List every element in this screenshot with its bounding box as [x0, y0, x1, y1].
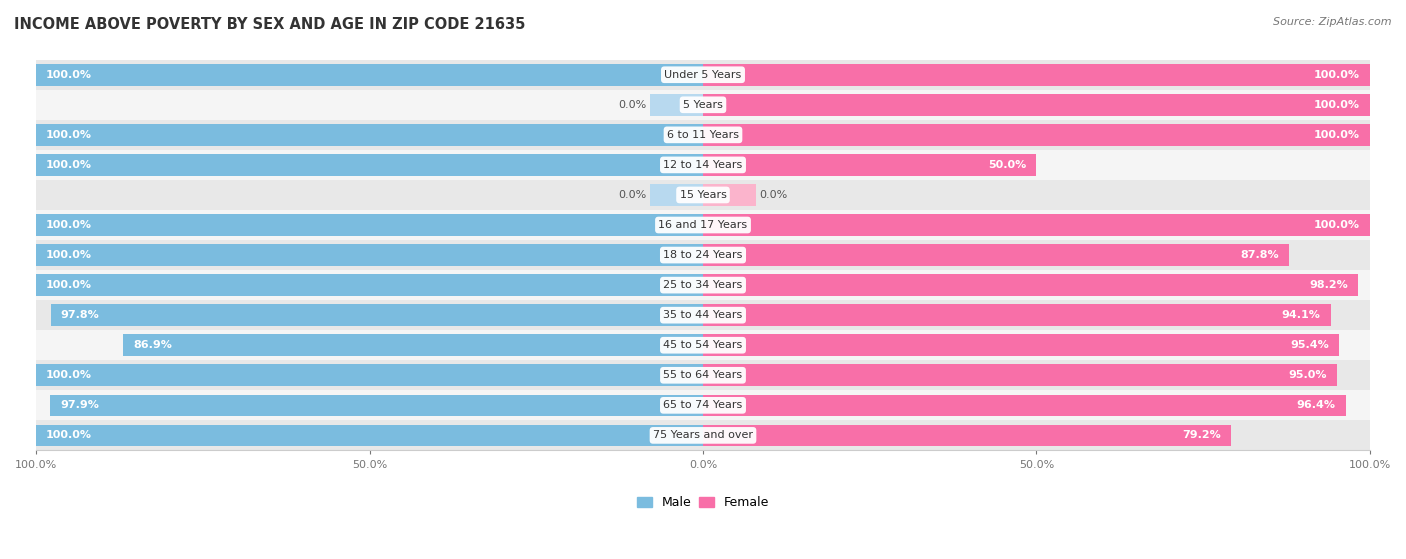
Text: 25 to 34 Years: 25 to 34 Years	[664, 280, 742, 290]
Bar	[703, 124, 1369, 146]
Bar	[37, 124, 703, 146]
Bar	[703, 334, 1339, 356]
Text: 100.0%: 100.0%	[1313, 100, 1360, 110]
Text: 100.0%: 100.0%	[1313, 130, 1360, 140]
Text: 55 to 64 Years: 55 to 64 Years	[664, 370, 742, 380]
Text: 79.2%: 79.2%	[1182, 430, 1222, 440]
Text: 35 to 44 Years: 35 to 44 Years	[664, 310, 742, 320]
Text: 100.0%: 100.0%	[46, 130, 93, 140]
Bar	[37, 360, 1369, 390]
Text: 100.0%: 100.0%	[46, 160, 93, 170]
Text: 100.0%: 100.0%	[46, 430, 93, 440]
Bar	[37, 90, 1369, 120]
Bar	[703, 425, 1232, 446]
Bar	[37, 154, 703, 176]
Bar	[703, 94, 1369, 116]
Text: 0.0%: 0.0%	[619, 100, 647, 110]
Text: 75 Years and over: 75 Years and over	[652, 430, 754, 440]
Text: 96.4%: 96.4%	[1296, 400, 1336, 410]
Bar	[650, 94, 703, 116]
Text: 15 Years: 15 Years	[679, 190, 727, 200]
Text: 87.8%: 87.8%	[1240, 250, 1278, 260]
Text: 16 and 17 Years: 16 and 17 Years	[658, 220, 748, 230]
Bar	[37, 364, 703, 386]
Bar	[124, 334, 703, 356]
Bar	[37, 270, 1369, 300]
Text: 65 to 74 Years: 65 to 74 Years	[664, 400, 742, 410]
Text: 50.0%: 50.0%	[988, 160, 1026, 170]
Bar	[37, 210, 1369, 240]
Bar	[703, 395, 1346, 416]
Bar	[37, 425, 703, 446]
Text: 100.0%: 100.0%	[46, 370, 93, 380]
Bar	[37, 390, 1369, 420]
Bar	[703, 64, 1369, 86]
Bar	[703, 244, 1288, 266]
Text: 95.0%: 95.0%	[1288, 370, 1326, 380]
Bar	[703, 364, 1337, 386]
Bar	[37, 330, 1369, 360]
Bar	[37, 120, 1369, 150]
Bar	[51, 304, 703, 326]
Bar	[37, 214, 703, 236]
Bar	[37, 240, 1369, 270]
Text: 86.9%: 86.9%	[134, 340, 173, 350]
Text: 18 to 24 Years: 18 to 24 Years	[664, 250, 742, 260]
Text: 6 to 11 Years: 6 to 11 Years	[666, 130, 740, 140]
Bar	[37, 60, 1369, 90]
Bar	[37, 420, 1369, 451]
Text: 100.0%: 100.0%	[46, 280, 93, 290]
Bar	[37, 180, 1369, 210]
Bar	[703, 304, 1330, 326]
Bar	[37, 244, 703, 266]
Text: Under 5 Years: Under 5 Years	[665, 70, 741, 80]
Text: 0.0%: 0.0%	[619, 190, 647, 200]
Text: Source: ZipAtlas.com: Source: ZipAtlas.com	[1274, 17, 1392, 27]
Bar	[703, 184, 756, 206]
Bar	[37, 150, 1369, 180]
Text: 12 to 14 Years: 12 to 14 Years	[664, 160, 742, 170]
Text: INCOME ABOVE POVERTY BY SEX AND AGE IN ZIP CODE 21635: INCOME ABOVE POVERTY BY SEX AND AGE IN Z…	[14, 17, 526, 32]
Text: 100.0%: 100.0%	[1313, 70, 1360, 80]
Legend: Male, Female: Male, Female	[631, 491, 775, 514]
Bar	[37, 274, 703, 296]
Text: 100.0%: 100.0%	[1313, 220, 1360, 230]
Bar	[650, 184, 703, 206]
Bar	[51, 395, 703, 416]
Bar	[703, 154, 1036, 176]
Text: 45 to 54 Years: 45 to 54 Years	[664, 340, 742, 350]
Text: 97.8%: 97.8%	[60, 310, 100, 320]
Text: 0.0%: 0.0%	[759, 190, 787, 200]
Text: 100.0%: 100.0%	[46, 220, 93, 230]
Text: 95.4%: 95.4%	[1291, 340, 1329, 350]
Text: 100.0%: 100.0%	[46, 70, 93, 80]
Text: 94.1%: 94.1%	[1282, 310, 1320, 320]
Text: 98.2%: 98.2%	[1309, 280, 1348, 290]
Text: 5 Years: 5 Years	[683, 100, 723, 110]
Bar	[703, 274, 1358, 296]
Bar	[37, 64, 703, 86]
Bar	[703, 214, 1369, 236]
Bar	[37, 300, 1369, 330]
Text: 100.0%: 100.0%	[46, 250, 93, 260]
Text: 97.9%: 97.9%	[60, 400, 98, 410]
